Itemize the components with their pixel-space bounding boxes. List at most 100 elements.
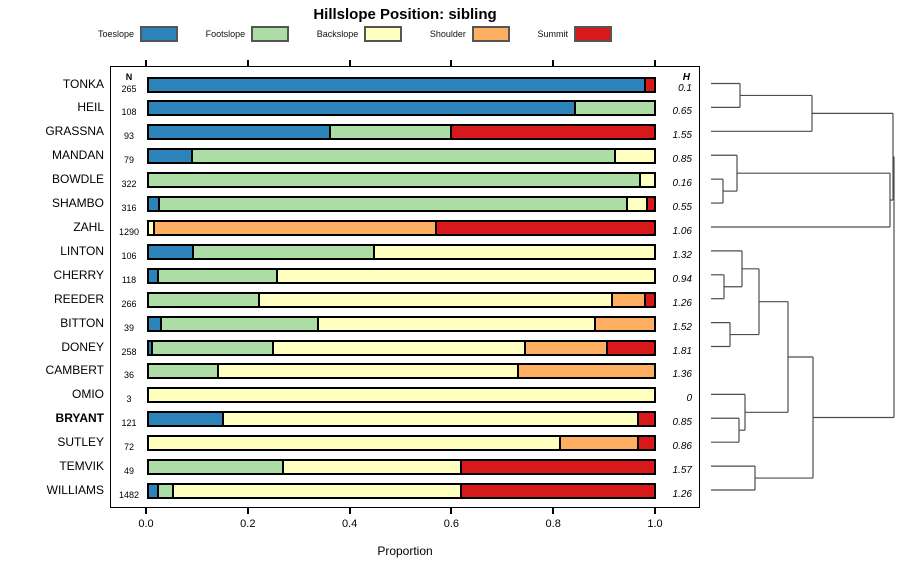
- legend-swatch-backslope: [364, 26, 403, 42]
- bar-segment-footslope: [330, 126, 452, 139]
- bar-segment-backslope: [149, 389, 654, 402]
- n-value: 322: [121, 179, 137, 190]
- legend: Toeslope Footslope Backslope Shoulder Summit: [98, 25, 612, 43]
- bar-segment-backslope: [616, 150, 654, 163]
- bar-segment-toeslope: [149, 245, 195, 258]
- bar-segment-footslope: [575, 102, 654, 115]
- x-axis-label: Proportion: [377, 544, 433, 558]
- bar-segment-shoulder: [525, 341, 608, 354]
- legend-swatch-toeslope: [140, 26, 179, 42]
- bar-segment-toeslope: [149, 341, 154, 354]
- n-value: 121: [121, 418, 137, 429]
- stacked-bar-mandan: [147, 148, 656, 165]
- bar-segment-summit: [607, 341, 654, 354]
- bottom-tick: [348, 508, 351, 514]
- bar-segment-summit: [638, 413, 654, 426]
- plot-area: N H 265 0.1 108 0.65 93 1.55 79 0.85 322 0.16 316 0.5…: [110, 66, 700, 508]
- bar-segment-shoulder: [519, 365, 654, 378]
- n-value: 93: [123, 131, 134, 142]
- bar-segment-backslope: [223, 413, 639, 426]
- dendrogram: [711, 82, 895, 491]
- h-value: 0.16: [672, 178, 692, 190]
- n-value: 258: [121, 346, 137, 357]
- bar-segment-footslope: [149, 461, 285, 474]
- bottom-tick: [552, 508, 555, 514]
- h-value: 1.55: [672, 130, 692, 142]
- series-label-zahl: ZAHL: [73, 219, 104, 234]
- bar-segment-backslope: [627, 198, 648, 211]
- series-label-cherry: CHERRY: [53, 267, 104, 282]
- n-value: 36: [123, 370, 134, 381]
- stacked-bar-williams: [147, 483, 656, 499]
- bar-segment-shoulder: [560, 437, 639, 450]
- series-label-cambert: CAMBERT: [45, 363, 104, 378]
- n-value: 106: [121, 250, 137, 261]
- legend-swatch-shoulder: [471, 26, 510, 42]
- h-value: 1.32: [672, 249, 692, 261]
- stacked-bar-linton: [147, 243, 656, 260]
- h-value: 0.86: [672, 441, 692, 453]
- bar-segment-footslope: [149, 174, 642, 187]
- h-value: 0.55: [672, 202, 692, 214]
- bar-segment-footslope: [160, 198, 628, 211]
- h-value: 0.85: [672, 417, 692, 429]
- bottom-tick: [145, 508, 147, 514]
- stacked-bar-bitton: [147, 315, 656, 332]
- legend-label: Footslope: [205, 29, 246, 39]
- bar-segment-footslope: [153, 341, 274, 354]
- legend-label: Backslope: [316, 29, 359, 39]
- h-value: 1.06: [672, 225, 692, 237]
- n-value: 1290: [118, 226, 140, 237]
- series-label-shambo: SHAMBO: [51, 196, 104, 211]
- stacked-bar-doney: [147, 339, 656, 356]
- stacked-bar-sutley: [147, 435, 656, 452]
- bar-segment-backslope: [277, 269, 654, 282]
- h-value: 1.81: [672, 345, 692, 357]
- stacked-bar-heil: [147, 100, 656, 117]
- top-tick: [145, 60, 147, 66]
- stacked-bar-bowdle: [147, 172, 656, 189]
- bar-segment-summit: [646, 293, 654, 306]
- h-value: 0.94: [672, 273, 692, 285]
- bar-segment-footslope: [192, 150, 617, 163]
- bottom-tick: [246, 508, 249, 514]
- h-value: 0.1: [678, 82, 692, 94]
- bar-segment-toeslope: [149, 150, 193, 163]
- n-value: 118: [121, 274, 137, 285]
- legend-item-toeslope: Toeslope: [98, 26, 179, 42]
- bar-segment-backslope: [641, 174, 654, 187]
- top-tick: [348, 60, 351, 66]
- chart-title: Hillslope Position: sibling: [313, 6, 497, 23]
- bar-segment-summit: [436, 221, 654, 234]
- series-label-sutley: SUTLEY: [57, 435, 104, 450]
- legend-item-backslope: Backslope: [317, 26, 403, 42]
- top-tick: [552, 60, 555, 66]
- h-value: 1.26: [672, 489, 692, 500]
- bar-segment-backslope: [174, 485, 463, 497]
- legend-swatch-footslope: [251, 26, 290, 42]
- top-tick: [246, 60, 249, 66]
- n-value: 108: [121, 107, 137, 118]
- series-label-mandan: MANDAN: [51, 148, 104, 163]
- stacked-bar-temvik: [147, 459, 656, 476]
- h-value: 0.65: [672, 106, 692, 118]
- bar-segment-shoulder: [595, 317, 654, 330]
- legend-label: Shoulder: [429, 29, 466, 39]
- bar-segment-toeslope: [149, 78, 647, 91]
- series-label-linton: LINTON: [60, 243, 104, 258]
- stacked-bar-omio: [147, 387, 656, 404]
- x-tick-label: 0.4: [341, 518, 358, 530]
- bar-segment-shoulder: [155, 221, 437, 234]
- bar-segment-backslope: [273, 341, 526, 354]
- n-value: 39: [123, 322, 134, 333]
- bar-segment-summit: [647, 198, 654, 211]
- x-tick-label: 0.2: [240, 518, 256, 530]
- bottom-tick: [654, 508, 656, 514]
- h-value: 1.36: [672, 369, 692, 381]
- stacked-bar-tonka: [147, 76, 656, 93]
- n-value: 72: [123, 442, 134, 453]
- stacked-bar-zahl: [147, 219, 656, 236]
- bar-segment-toeslope: [149, 485, 160, 497]
- stacked-bar-bryant: [147, 411, 656, 428]
- top-tick: [654, 60, 656, 66]
